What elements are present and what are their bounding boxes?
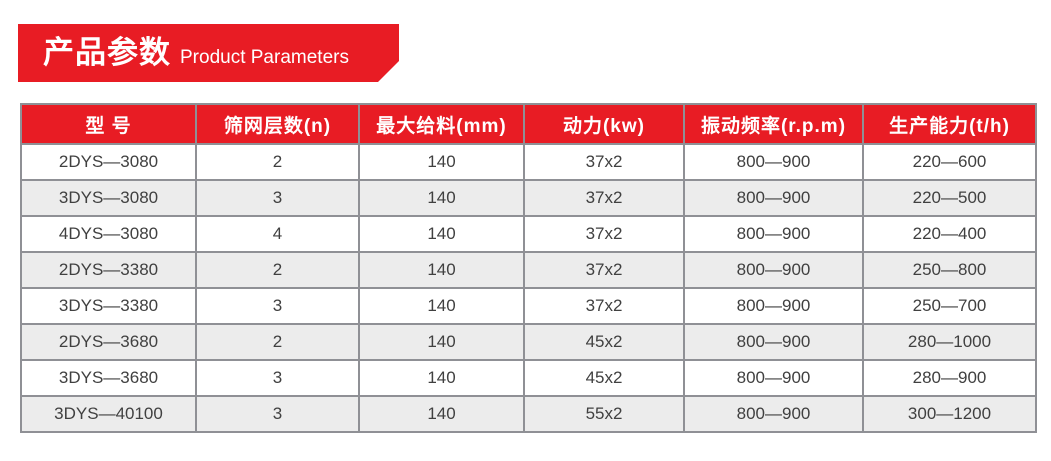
table-cell: 4DYS—3080 xyxy=(20,215,197,253)
table-cell: 2 xyxy=(195,143,360,181)
column-header: 型 号 xyxy=(20,103,197,145)
table-cell: 280—1000 xyxy=(862,323,1037,361)
section-title-banner: 产品参数 Product Parameters xyxy=(18,24,399,82)
table-cell: 280—900 xyxy=(862,359,1037,397)
table-cell: 37x2 xyxy=(523,251,685,289)
table-row: 2DYS—3680 2 140 45x2 800—900 280—1000 xyxy=(20,323,1037,361)
column-header: 筛网层数(n) xyxy=(195,103,360,145)
table-row: 3DYS—3680 3 140 45x2 800—900 280—900 xyxy=(20,359,1037,397)
table-cell: 140 xyxy=(358,215,525,253)
column-header: 动力(kw) xyxy=(523,103,685,145)
column-header: 生产能力(t/h) xyxy=(862,103,1037,145)
table-cell: 3DYS—3380 xyxy=(20,287,197,325)
table-cell: 37x2 xyxy=(523,143,685,181)
table-row: 2DYS—3380 2 140 37x2 800—900 250—800 xyxy=(20,251,1037,289)
table-cell: 3 xyxy=(195,359,360,397)
table-cell: 140 xyxy=(358,395,525,433)
table-cell: 220—500 xyxy=(862,179,1037,217)
table-row: 3DYS—3380 3 140 37x2 800—900 250—700 xyxy=(20,287,1037,325)
table-cell: 37x2 xyxy=(523,179,685,217)
table-cell: 3 xyxy=(195,287,360,325)
table-cell: 140 xyxy=(358,251,525,289)
table-cell: 800—900 xyxy=(683,287,864,325)
table-cell: 250—700 xyxy=(862,287,1037,325)
table-cell: 4 xyxy=(195,215,360,253)
table-cell: 37x2 xyxy=(523,215,685,253)
table-cell: 800—900 xyxy=(683,323,864,361)
table-row: 2DYS—3080 2 140 37x2 800—900 220—600 xyxy=(20,143,1037,181)
table-cell: 2DYS—3680 xyxy=(20,323,197,361)
table-cell: 2 xyxy=(195,251,360,289)
table-cell: 37x2 xyxy=(523,287,685,325)
table-cell: 800—900 xyxy=(683,143,864,181)
table-cell: 220—400 xyxy=(862,215,1037,253)
table-cell: 140 xyxy=(358,323,525,361)
table-row: 4DYS—3080 4 140 37x2 800—900 220—400 xyxy=(20,215,1037,253)
table-cell: 2 xyxy=(195,323,360,361)
column-header: 振动频率(r.p.m) xyxy=(683,103,864,145)
table-cell: 800—900 xyxy=(683,395,864,433)
table-cell: 800—900 xyxy=(683,215,864,253)
table-row: 3DYS—3080 3 140 37x2 800—900 220—500 xyxy=(20,179,1037,217)
table-cell: 250—800 xyxy=(862,251,1037,289)
table-cell: 140 xyxy=(358,287,525,325)
table-cell: 800—900 xyxy=(683,251,864,289)
table-cell: 2DYS—3080 xyxy=(20,143,197,181)
table-cell: 3 xyxy=(195,179,360,217)
table-cell: 45x2 xyxy=(523,323,685,361)
table-cell: 800—900 xyxy=(683,359,864,397)
table-cell: 3 xyxy=(195,395,360,433)
table-cell: 300—1200 xyxy=(862,395,1037,433)
table-cell: 45x2 xyxy=(523,359,685,397)
table-cell: 3DYS—40100 xyxy=(20,395,197,433)
column-header: 最大给料(mm) xyxy=(358,103,525,145)
table-cell: 140 xyxy=(358,359,525,397)
section-title-zh: 产品参数 xyxy=(43,35,171,70)
table-header-row: 型 号筛网层数(n) 最大给料(mm) 动力(kw) 振动频率(r.p.m) 生产能力(… xyxy=(20,103,1037,145)
table-row: 3DYS—40100 3 140 55x2 800—900 300—1200 xyxy=(20,395,1037,433)
table-cell: 2DYS—3380 xyxy=(20,251,197,289)
table-cell: 3DYS—3080 xyxy=(20,179,197,217)
table-cell: 220—600 xyxy=(862,143,1037,181)
table-cell: 55x2 xyxy=(523,395,685,433)
section-title-en: Product Parameters xyxy=(180,47,349,68)
table-cell: 140 xyxy=(358,143,525,181)
table-cell: 140 xyxy=(358,179,525,217)
table-cell: 3DYS—3680 xyxy=(20,359,197,397)
table-cell: 800—900 xyxy=(683,179,864,217)
parameters-table: 型 号筛网层数(n) 最大给料(mm) 动力(kw) 振动频率(r.p.m) 生产能力(… xyxy=(20,103,1037,433)
